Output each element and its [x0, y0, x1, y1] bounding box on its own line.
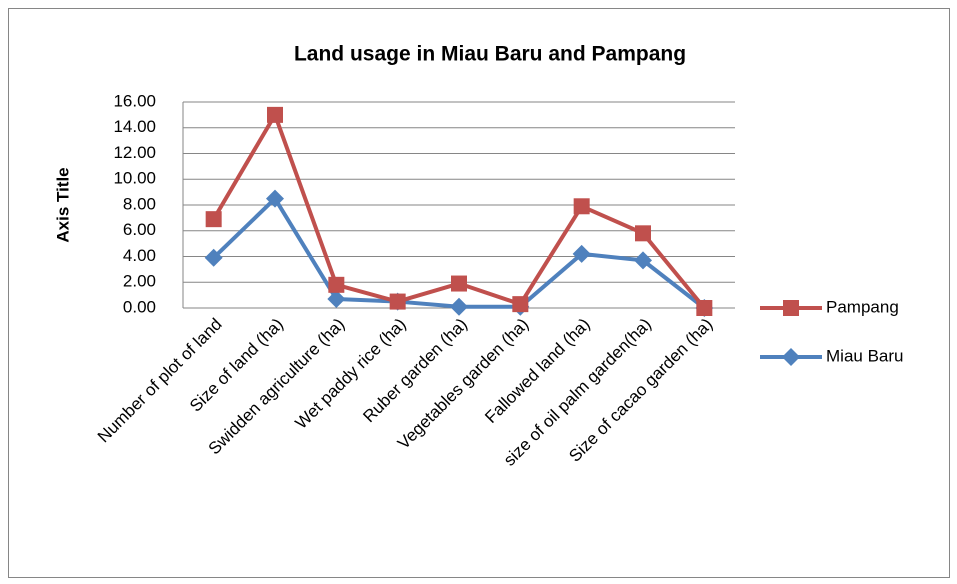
- marker: [572, 244, 591, 263]
- y-tick-label: 16.00: [113, 91, 156, 110]
- marker: [451, 275, 467, 292]
- marker: [573, 198, 590, 215]
- marker: [267, 106, 283, 123]
- marker: [328, 276, 345, 293]
- chart-frame: [8, 8, 950, 578]
- y-tick-label: 10.00: [113, 169, 156, 188]
- chart-title: Land usage in Miau Baru and Pampang: [294, 43, 686, 66]
- y-tick-label: 6.00: [123, 220, 156, 239]
- marker: [204, 248, 223, 267]
- y-axis-title: Axis Title: [53, 167, 72, 242]
- marker: [450, 297, 468, 316]
- y-tick-label: 0.00: [123, 297, 156, 316]
- marker: [634, 251, 652, 270]
- y-tick-label: 4.00: [123, 246, 156, 265]
- marker: [389, 293, 406, 310]
- y-tick-label: 8.00: [123, 194, 156, 213]
- marker: [327, 289, 346, 308]
- marker: [783, 300, 799, 316]
- legend-label: Pampang: [826, 297, 899, 316]
- marker: [266, 189, 284, 208]
- marker: [635, 225, 651, 242]
- legend-label: Miau Baru: [826, 346, 903, 365]
- marker: [205, 211, 222, 228]
- y-tick-label: 2.00: [123, 272, 156, 291]
- y-tick-label: 12.00: [113, 143, 156, 162]
- marker: [512, 296, 529, 313]
- marker: [696, 300, 713, 316]
- y-tick-label: 14.00: [113, 117, 156, 136]
- marker: [782, 348, 800, 366]
